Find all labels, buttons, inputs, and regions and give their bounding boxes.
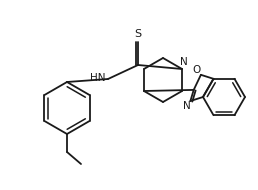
Text: HN: HN: [90, 73, 106, 83]
Text: N: N: [180, 57, 188, 67]
Text: S: S: [134, 29, 142, 39]
Text: N: N: [182, 101, 190, 111]
Text: O: O: [193, 65, 201, 75]
